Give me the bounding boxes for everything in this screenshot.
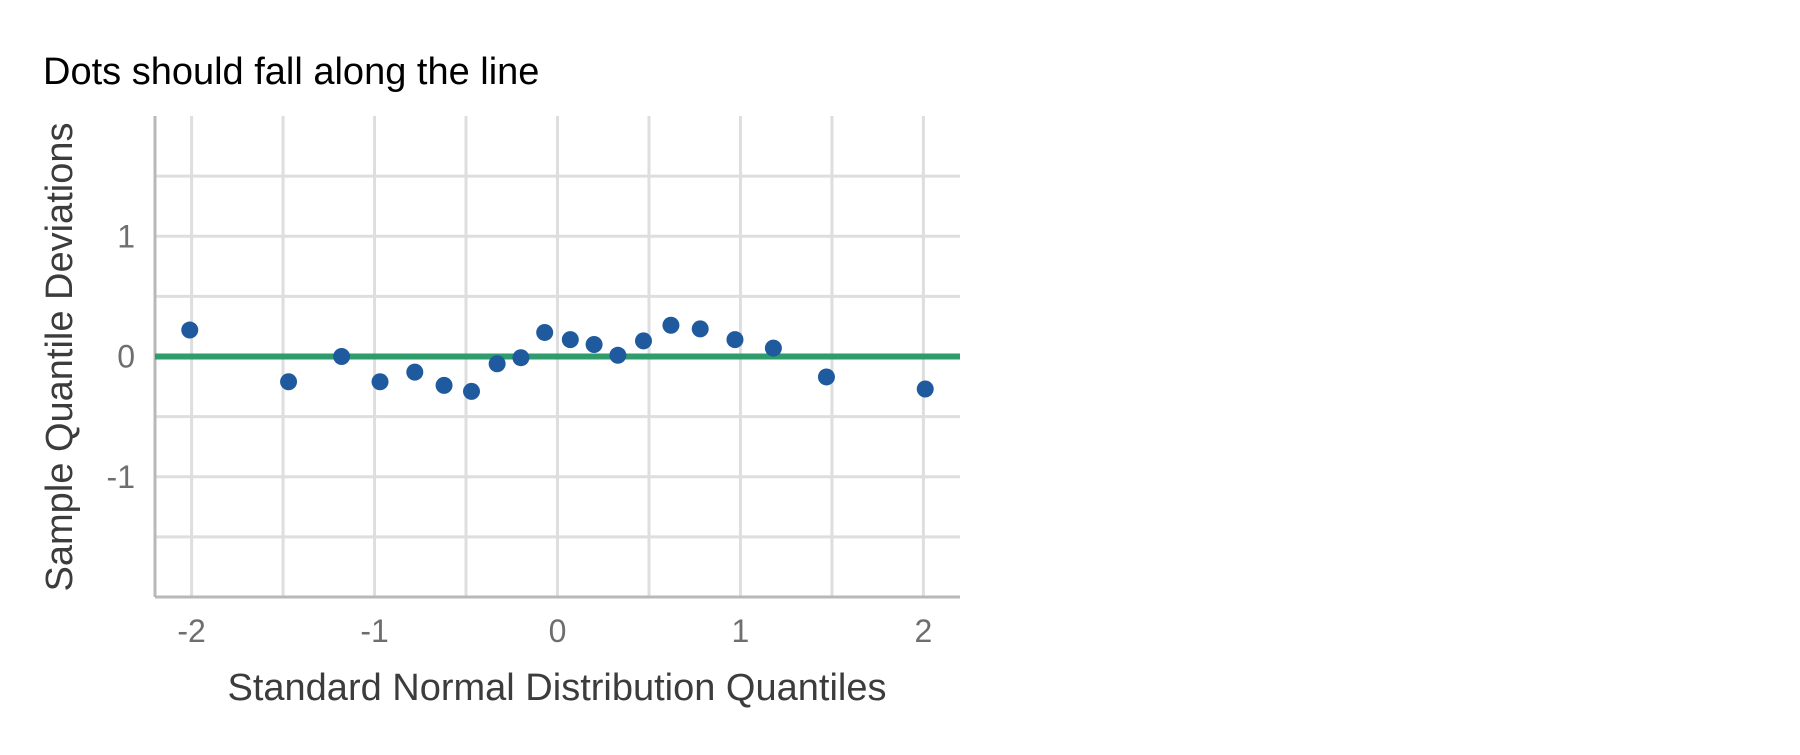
data-point: [333, 348, 351, 365]
x-axis-label: Standard Normal Distribution Quantiles: [228, 667, 887, 709]
data-point: [463, 382, 481, 400]
data-point: [916, 380, 934, 398]
y-axis-label: Sample Quantile Deviations: [39, 123, 81, 592]
tick-labels: -2 -1 0 1 2 -1 0 1: [107, 218, 933, 649]
x-tick-label: 1: [732, 613, 750, 649]
y-tick-label: 1: [117, 218, 135, 254]
data-point: [406, 363, 424, 381]
data-point: [280, 373, 298, 391]
chart-title: Dots should fall along the line: [43, 51, 539, 93]
data-point: [488, 355, 506, 373]
data-point: [726, 331, 744, 349]
data-point: [435, 376, 453, 394]
y-tick-label: -1: [107, 459, 135, 495]
x-tick-label: -2: [177, 613, 205, 649]
x-tick-label: 2: [915, 613, 933, 649]
data-point: [371, 373, 389, 391]
data-point: [609, 346, 627, 364]
y-tick-label: 0: [117, 339, 135, 375]
x-tick-label: 0: [549, 613, 567, 649]
data-point: [512, 349, 530, 367]
data-point: [585, 335, 603, 353]
x-tick-label: -1: [360, 613, 388, 649]
data-point: [691, 320, 709, 338]
data-point: [817, 368, 835, 386]
data-point: [634, 332, 652, 350]
data-point: [662, 316, 680, 334]
data-point: [561, 331, 579, 349]
data-point: [536, 323, 554, 341]
data-point: [764, 339, 782, 357]
data-points: [181, 316, 934, 400]
data-point: [181, 321, 199, 339]
